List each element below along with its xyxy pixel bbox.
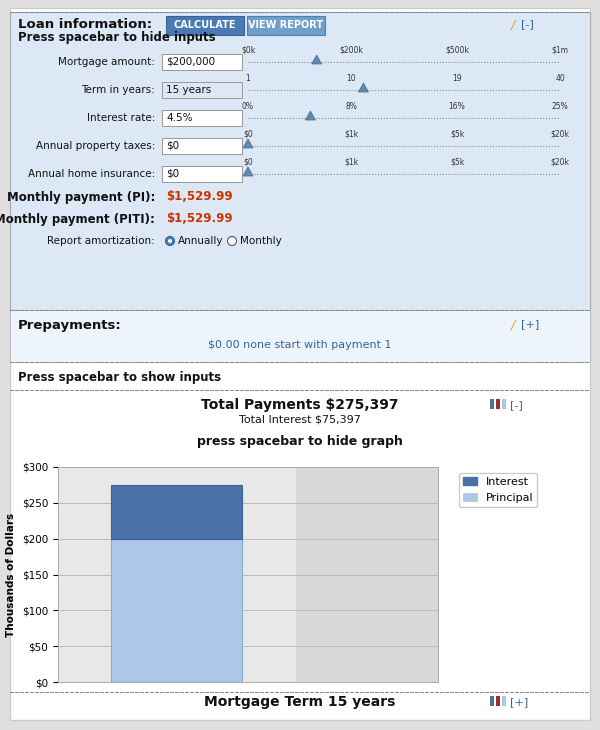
Text: 0%: 0% — [242, 102, 254, 111]
Text: $0: $0 — [243, 158, 253, 167]
Legend: Interest, Principal: Interest, Principal — [459, 472, 538, 507]
Text: $500k: $500k — [445, 46, 469, 55]
Text: [-]: [-] — [510, 400, 523, 410]
Text: Annually: Annually — [178, 236, 223, 246]
Text: 1: 1 — [245, 74, 250, 83]
Text: $1k: $1k — [344, 130, 358, 139]
Text: [+]: [+] — [521, 319, 539, 329]
FancyBboxPatch shape — [496, 399, 500, 409]
Text: Mortgage Term 15 years: Mortgage Term 15 years — [205, 695, 395, 709]
FancyBboxPatch shape — [162, 138, 242, 154]
Text: $1,529.99: $1,529.99 — [166, 212, 233, 226]
Text: press spacebar to hide graph: press spacebar to hide graph — [197, 436, 403, 448]
Text: 25%: 25% — [551, 102, 568, 111]
Text: 16%: 16% — [449, 102, 466, 111]
FancyBboxPatch shape — [10, 310, 590, 362]
Polygon shape — [243, 139, 253, 148]
FancyBboxPatch shape — [162, 166, 242, 182]
FancyBboxPatch shape — [502, 399, 506, 409]
Text: /: / — [511, 18, 515, 31]
Text: 40: 40 — [555, 74, 565, 83]
FancyBboxPatch shape — [247, 16, 325, 35]
Text: VIEW REPORT: VIEW REPORT — [248, 20, 323, 30]
Text: Annual property taxes:: Annual property taxes: — [35, 141, 155, 151]
Text: $0: $0 — [166, 141, 179, 151]
FancyBboxPatch shape — [496, 696, 500, 706]
Text: Press spacebar to show inputs: Press spacebar to show inputs — [18, 371, 221, 383]
Polygon shape — [311, 55, 322, 64]
Text: CALCULATE: CALCULATE — [174, 20, 236, 30]
FancyBboxPatch shape — [162, 110, 242, 126]
Text: Total Payments $275,397: Total Payments $275,397 — [201, 398, 399, 412]
Text: Monthly payment (PITI):: Monthly payment (PITI): — [0, 212, 155, 226]
Circle shape — [227, 237, 236, 245]
Text: Total Interest $75,397: Total Interest $75,397 — [239, 415, 361, 425]
Text: 19: 19 — [452, 74, 462, 83]
Text: 8%: 8% — [345, 102, 357, 111]
Polygon shape — [305, 111, 316, 120]
Text: $200,000: $200,000 — [166, 57, 215, 67]
Text: $0: $0 — [166, 169, 179, 179]
Text: 4.5%: 4.5% — [166, 113, 193, 123]
Text: $200k: $200k — [339, 46, 363, 55]
FancyBboxPatch shape — [490, 696, 494, 706]
Bar — [112, 539, 242, 682]
Text: Interest rate:: Interest rate: — [86, 113, 155, 123]
FancyBboxPatch shape — [162, 82, 242, 98]
Text: [-]: [-] — [521, 19, 534, 29]
Text: Monthly: Monthly — [240, 236, 282, 246]
Polygon shape — [358, 83, 368, 92]
Text: $20k: $20k — [551, 158, 569, 167]
Text: Annual home insurance:: Annual home insurance: — [28, 169, 155, 179]
FancyBboxPatch shape — [490, 399, 494, 409]
Text: Mortgage amount:: Mortgage amount: — [58, 57, 155, 67]
FancyBboxPatch shape — [166, 16, 244, 35]
Text: Prepayments:: Prepayments: — [18, 318, 122, 331]
FancyBboxPatch shape — [162, 54, 242, 70]
Text: $1,529.99: $1,529.99 — [166, 191, 233, 204]
Polygon shape — [243, 167, 253, 176]
Circle shape — [166, 237, 175, 245]
Text: Loan information:: Loan information: — [18, 18, 152, 31]
Bar — [112, 485, 242, 539]
FancyBboxPatch shape — [58, 467, 296, 682]
Text: $5k: $5k — [450, 130, 464, 139]
Text: $1k: $1k — [344, 158, 358, 167]
Text: 15 years: 15 years — [166, 85, 211, 95]
Text: [+]: [+] — [510, 697, 528, 707]
FancyBboxPatch shape — [502, 696, 506, 706]
Text: $1m: $1m — [551, 46, 569, 55]
Y-axis label: Thousands of Dollars: Thousands of Dollars — [7, 512, 16, 637]
Text: Term in years:: Term in years: — [81, 85, 155, 95]
Text: 10: 10 — [346, 74, 356, 83]
Text: $0.00 none start with payment 1: $0.00 none start with payment 1 — [208, 340, 392, 350]
Text: Report amortization:: Report amortization: — [47, 236, 155, 246]
Text: Press spacebar to hide inputs: Press spacebar to hide inputs — [18, 31, 215, 45]
Text: $0: $0 — [243, 130, 253, 139]
Text: $20k: $20k — [551, 130, 569, 139]
FancyBboxPatch shape — [10, 12, 590, 310]
Text: Monthly payment (PI):: Monthly payment (PI): — [7, 191, 155, 204]
Text: $0k: $0k — [241, 46, 255, 55]
Text: $5k: $5k — [450, 158, 464, 167]
Circle shape — [168, 239, 172, 243]
FancyBboxPatch shape — [10, 8, 590, 720]
Text: /: / — [511, 318, 515, 331]
